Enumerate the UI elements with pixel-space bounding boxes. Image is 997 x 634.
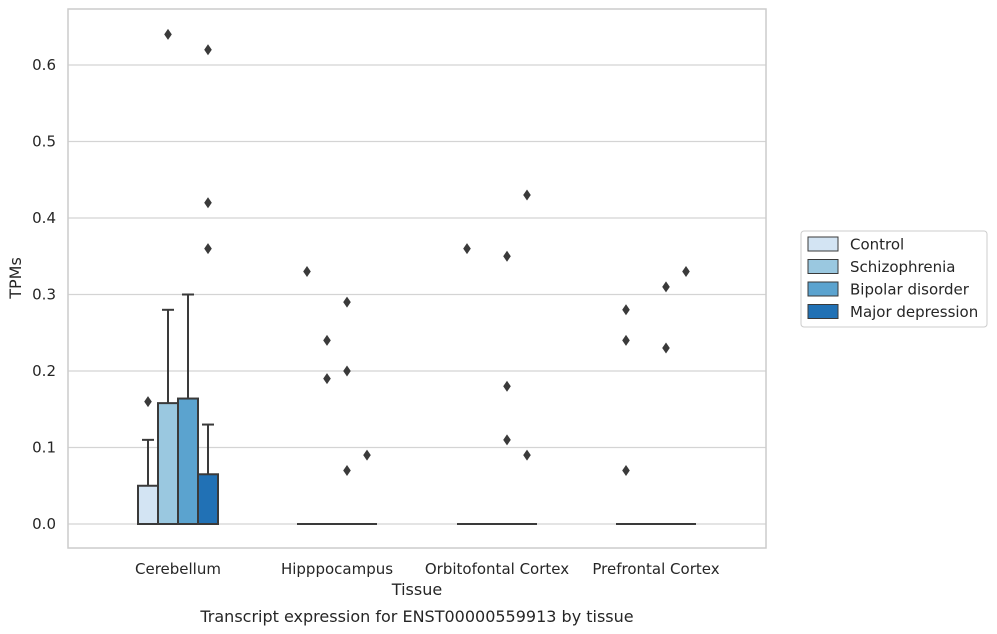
box — [157, 402, 179, 526]
legend-label: Control — [850, 236, 904, 254]
outlier-point — [144, 396, 152, 408]
outlier-point — [164, 28, 172, 40]
legend-label: Schizophrenia — [850, 258, 955, 276]
x-tick-label: Prefrontal Cortex — [592, 560, 719, 578]
outlier-point — [662, 342, 670, 354]
outlier-point — [523, 449, 531, 461]
box-group — [517, 189, 537, 525]
x-tick-label: Cerebellum — [135, 560, 221, 578]
outlier-point — [503, 434, 511, 446]
box-group — [177, 293, 199, 526]
legend-swatch — [807, 281, 839, 297]
y-tick-label: 0.4 — [32, 209, 56, 227]
x-axis-title: Tissue — [391, 580, 442, 599]
x-tick-label: Hipppocampus — [281, 560, 393, 578]
outlier-point — [204, 197, 212, 209]
legend-swatch — [807, 259, 839, 274]
box-group — [337, 296, 357, 525]
x-axis-ticks: Cerebellum Hipppocampus Orbitofontal Corte… — [135, 560, 720, 578]
y-tick-label: 0.1 — [32, 439, 56, 457]
box-group — [137, 396, 159, 525]
box-group — [317, 334, 337, 525]
outlier-point — [204, 44, 212, 56]
plot-frame — [67, 8, 767, 549]
outlier-point — [622, 304, 630, 316]
outlier-point — [363, 449, 371, 461]
outlier-point — [343, 296, 351, 308]
x-tick-label: Orbitofontal Cortex — [425, 560, 569, 578]
y-axis-title: TPMs — [6, 257, 25, 300]
box — [137, 484, 159, 525]
legend-label: Major depression — [850, 303, 978, 321]
box — [197, 473, 219, 525]
outlier-point — [463, 243, 471, 255]
box-group — [616, 304, 636, 525]
box-plot-marks — [137, 28, 696, 526]
box — [177, 397, 199, 526]
y-axis-ticks: 0.0 0.1 0.2 0.3 0.4 0.5 0.6 — [32, 56, 56, 533]
outlier-point — [523, 189, 531, 201]
outlier-point — [343, 365, 351, 377]
box-group — [457, 243, 477, 525]
outlier-point — [343, 464, 351, 476]
chart-caption: Transcript expression for ENST0000055991… — [199, 607, 633, 626]
y-tick-label: 0.5 — [32, 133, 56, 151]
box-group — [157, 28, 179, 526]
box-group — [357, 449, 377, 525]
outlier-point — [323, 373, 331, 385]
box-group — [656, 281, 676, 525]
y-tick-label: 0.3 — [32, 286, 56, 304]
outlier-point — [622, 334, 630, 346]
outlier-point — [503, 380, 511, 392]
legend-swatch — [807, 304, 839, 319]
box-group — [197, 44, 219, 525]
outlier-point — [662, 281, 670, 293]
y-tick-label: 0.0 — [32, 515, 56, 533]
outlier-point — [682, 266, 690, 278]
outlier-point — [204, 243, 212, 255]
box-group — [497, 250, 517, 525]
y-tick-label: 0.6 — [32, 56, 56, 74]
y-tick-label: 0.2 — [32, 362, 56, 380]
outlier-point — [303, 266, 311, 278]
outlier-point — [503, 250, 511, 262]
legend-label: Bipolar disorder — [850, 281, 970, 299]
legend-swatch — [807, 236, 839, 252]
box-group — [676, 266, 696, 525]
box-group — [297, 266, 317, 525]
outlier-point — [323, 334, 331, 346]
legend-frame — [800, 230, 988, 328]
outlier-point — [622, 464, 630, 476]
legend: Control Schizophrenia Bipolar disorder Majo… — [800, 230, 988, 328]
